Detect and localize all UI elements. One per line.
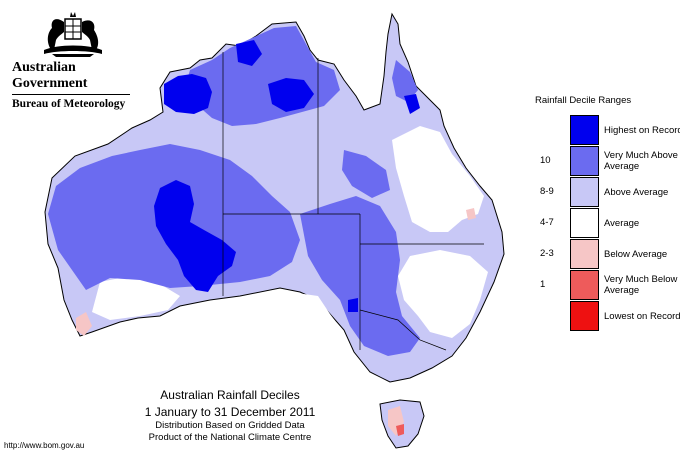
- highest-record-qld-coast: [404, 94, 420, 114]
- legend-title: Rainfall Decile Ranges: [535, 95, 632, 106]
- legend-swatch: [570, 239, 599, 269]
- below-average-wa-southwest: [76, 312, 92, 336]
- tasmania-very-much-below: [396, 424, 404, 436]
- legend-range: 1: [540, 279, 546, 290]
- average-southeast: [398, 250, 488, 338]
- legend-row-highest: Highest on Record: [540, 115, 680, 145]
- average-east: [392, 126, 484, 232]
- map-period: 1 January to 31 December 2011: [144, 405, 316, 419]
- source-link[interactable]: http://www.bom.gov.au: [4, 441, 85, 450]
- legend-swatch: [570, 146, 599, 176]
- legend-range: 2-3: [540, 248, 554, 259]
- legend-row-very-much-above: 10 Very Much Above Average: [540, 146, 680, 176]
- legend-label: Highest on Record: [604, 124, 680, 136]
- legend-swatch: [570, 177, 599, 207]
- legend-label: Very Much Above Average: [604, 150, 678, 172]
- legend-row-above: 8-9 Above Average: [540, 177, 680, 207]
- legend-label: Below Average: [604, 248, 668, 260]
- legend-range: [540, 301, 570, 331]
- legend-range: 8-9: [540, 186, 554, 197]
- government-logo-text: Australian Government Bureau of Meteorol…: [12, 60, 130, 111]
- legend-row-below: 2-3 Below Average: [540, 239, 680, 269]
- highest-record-sa: [348, 298, 358, 312]
- below-average-qld: [466, 208, 476, 220]
- map-credit: Product of the National Climate Centre: [148, 432, 312, 443]
- map-subtitle: Distribution Based on Gridded Data: [155, 420, 305, 431]
- coat-of-arms-icon: [44, 12, 102, 57]
- highest-record-arnhem: [236, 40, 262, 66]
- legend-range: [540, 115, 570, 145]
- legend-row-average: 4-7 Average: [540, 208, 680, 238]
- legend-label: Above Average: [604, 186, 669, 198]
- average-southwest: [92, 276, 180, 320]
- legend-swatch: [570, 115, 599, 145]
- legend-swatch: [570, 301, 599, 331]
- state-borders: [222, 52, 484, 351]
- very-much-above-capeyork: [392, 60, 418, 102]
- legend-range: 4-7: [540, 217, 554, 228]
- legend-row-lowest: Lowest on Record: [540, 301, 680, 331]
- logo-divider: [12, 94, 130, 95]
- government-title: Australian Government: [12, 60, 88, 91]
- legend-range: 10: [540, 155, 551, 166]
- legend-row-very-much-below: 1 Very Much Below Average: [540, 270, 680, 300]
- legend-label: Lowest on Record: [604, 310, 680, 322]
- very-much-above-qld: [342, 150, 390, 198]
- highest-record-top-end: [164, 74, 212, 114]
- legend-label: Average: [604, 217, 640, 229]
- legend-swatch: [570, 270, 599, 300]
- highest-record-wa-interior: [154, 180, 236, 292]
- highest-record-gulf: [268, 78, 314, 112]
- map-title: Australian Rainfall Deciles: [160, 388, 300, 402]
- legend-label: Very Much Below Average: [604, 274, 678, 296]
- average-south: [290, 292, 350, 356]
- bureau-title: Bureau of Meteorology: [12, 98, 126, 110]
- legend-swatch: [570, 208, 599, 238]
